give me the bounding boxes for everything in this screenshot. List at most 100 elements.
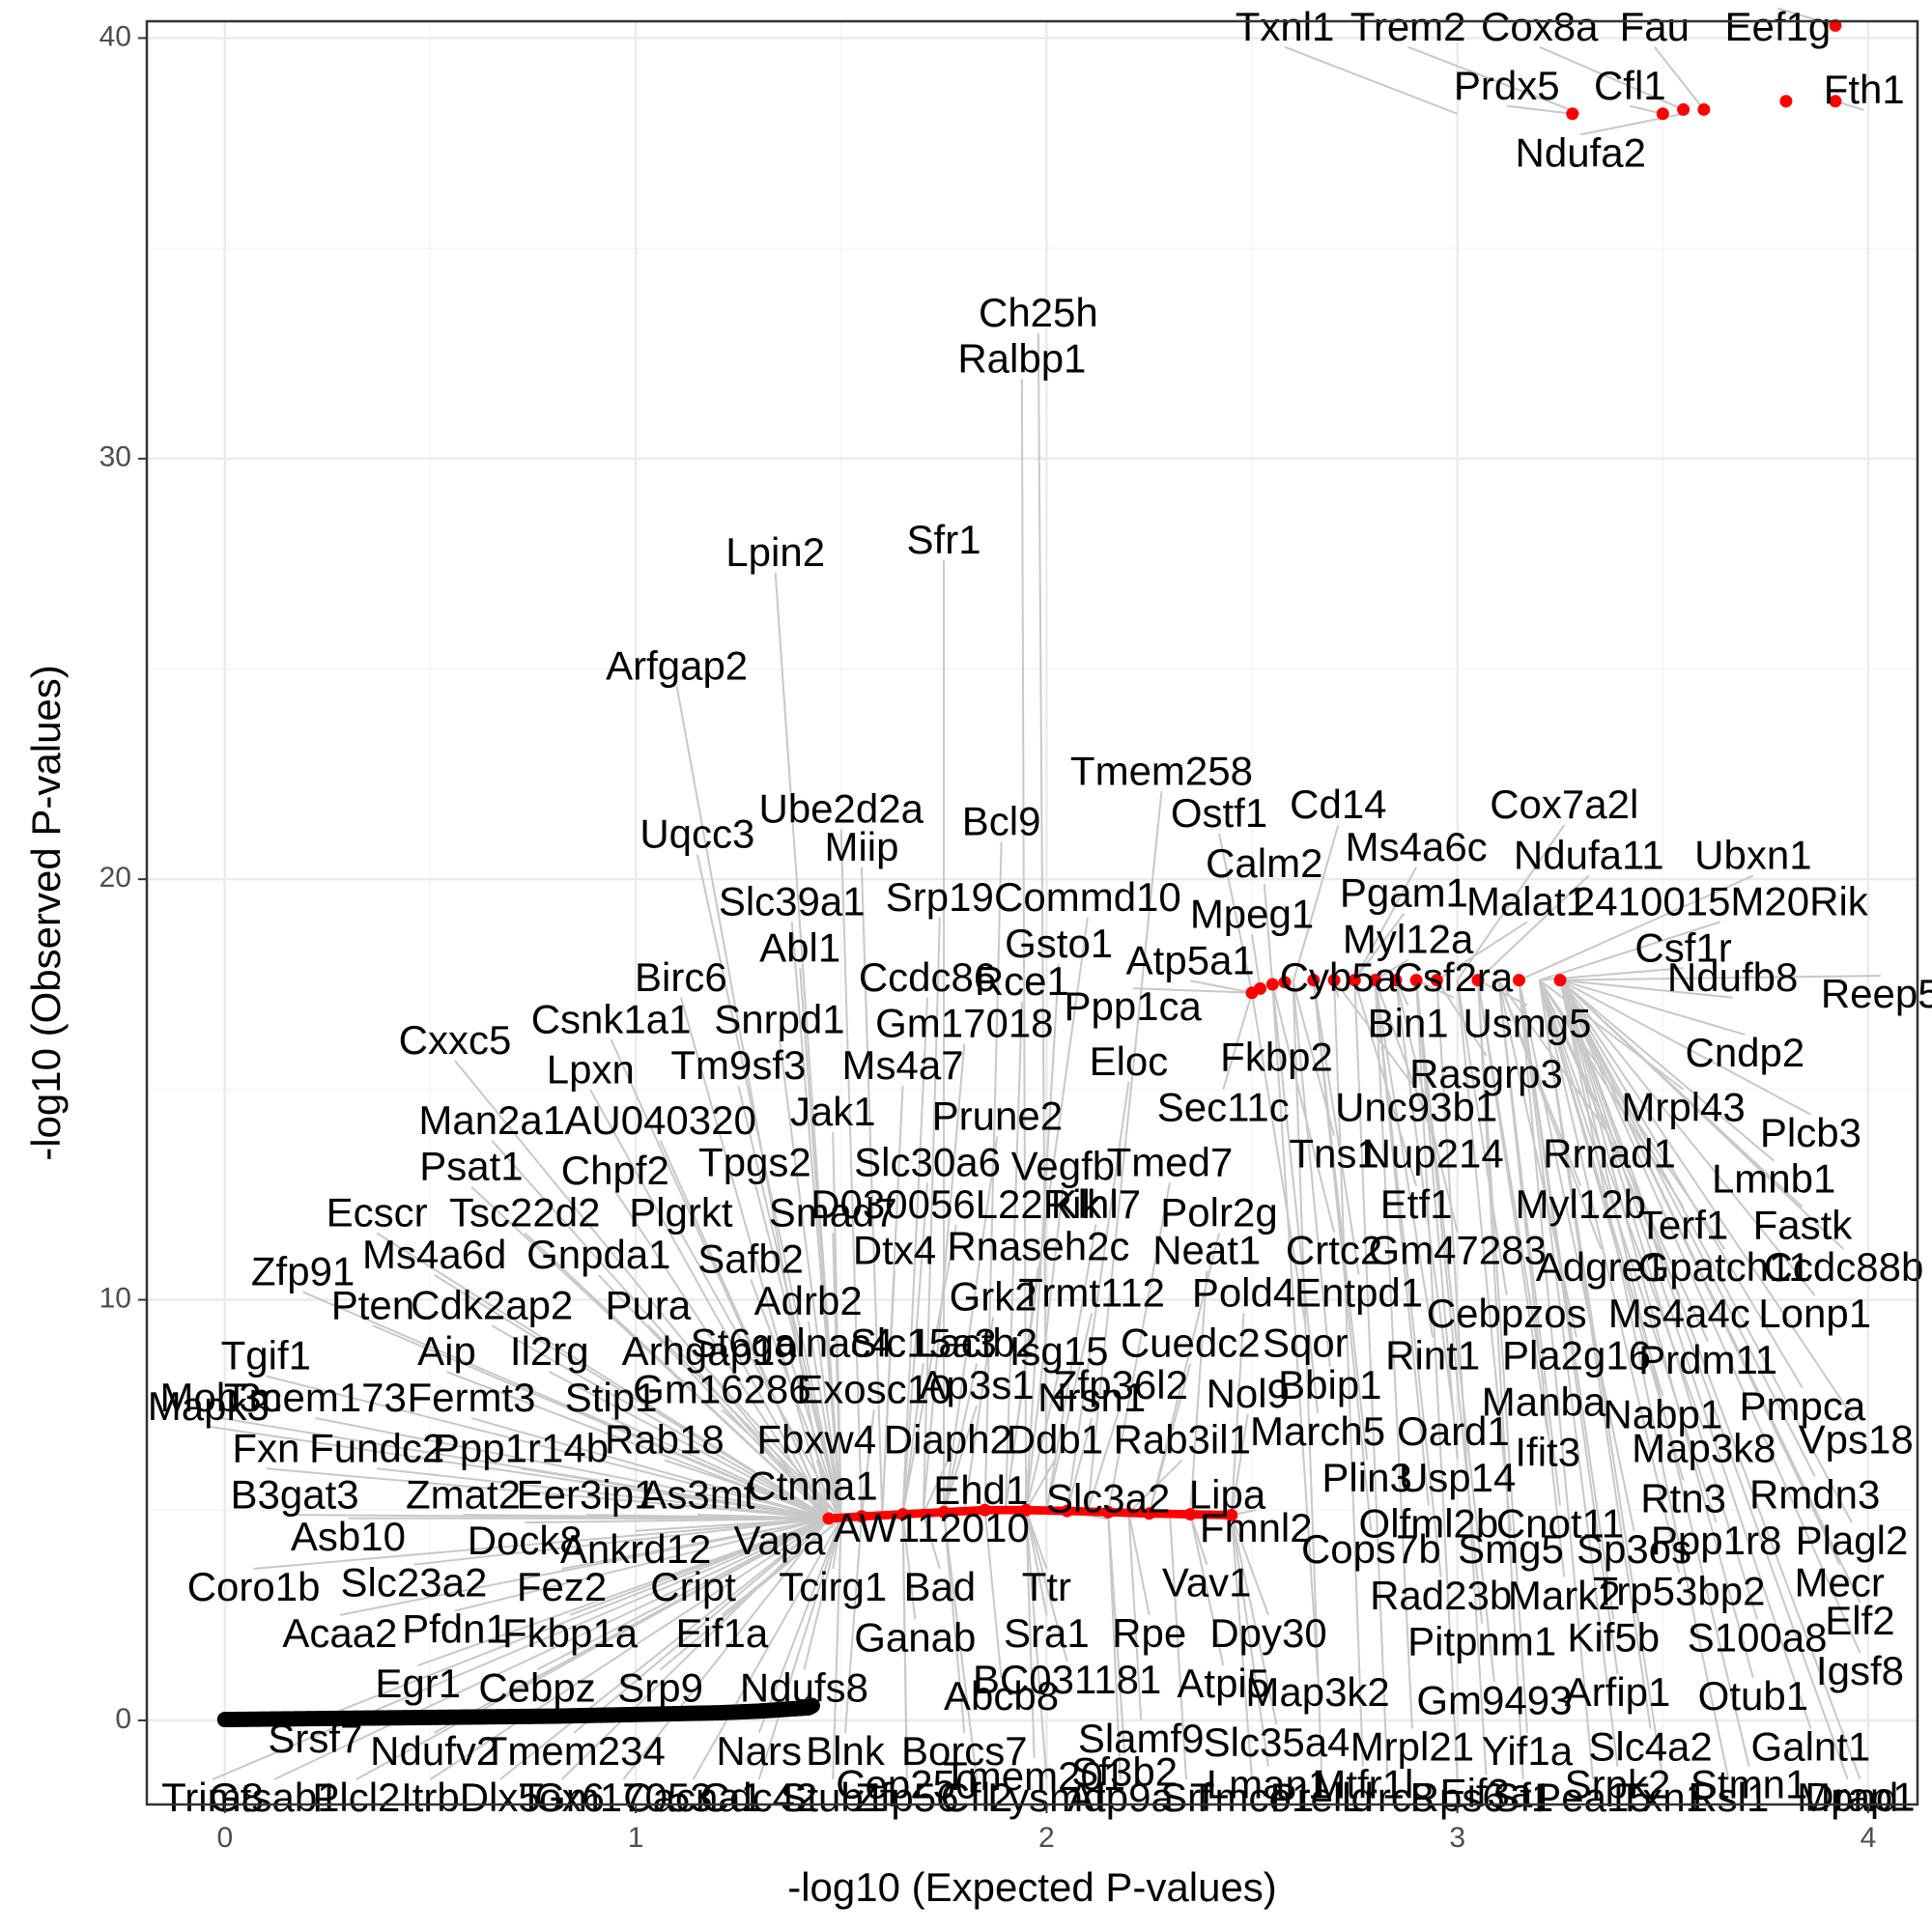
gene-label: Polr2g (1160, 1190, 1277, 1236)
gene-label: Coro1b (187, 1564, 321, 1609)
gene-label: Kif5b (1567, 1614, 1660, 1660)
gene-label: Snrpd1 (714, 996, 844, 1041)
gene-label: Vapa (733, 1518, 826, 1563)
label-connector (1263, 884, 1274, 985)
label-connector (1539, 45, 1684, 111)
label-connector (1497, 980, 1566, 1577)
label-connector (1538, 980, 1710, 1343)
label-connector (212, 1518, 830, 1780)
gene-label: Tmem201 (943, 1753, 1125, 1799)
gene-label: S100a8 (1688, 1614, 1828, 1660)
gene-label: Sra1 (1004, 1610, 1090, 1656)
gene-label: Mrpl21 (1350, 1723, 1474, 1769)
label-connector (843, 1516, 864, 1733)
label-connector (1230, 1413, 1249, 1516)
label-connector (1559, 980, 1730, 1780)
gene-label: Smg5 (1458, 1526, 1564, 1572)
gene-label: Reep5 (1821, 971, 1932, 1016)
gene-label: Bin1 (1368, 1001, 1449, 1046)
gene-label: Slc3a2 (1046, 1476, 1170, 1521)
point-significant (1430, 974, 1443, 987)
point-significant (1369, 974, 1382, 987)
gene-label: Manba (1482, 1378, 1606, 1424)
gene-label: Lman1 (1207, 1762, 1330, 1807)
gene-label: Galnt1 (1751, 1723, 1871, 1769)
gene-label: Dtx4 (853, 1228, 936, 1273)
gene-labels: Txnl1 Trem2 Cox8a Fau Eef1g Prdx5 Cfl1 Fth1 Nduf… (148, 4, 1932, 1820)
label-connector (454, 1517, 830, 1612)
point-significant (1183, 1508, 1197, 1521)
gene-label: Rnaseh2c (947, 1223, 1129, 1268)
label-connector (815, 1460, 842, 1520)
gene-label: Fundc2 (309, 1425, 444, 1470)
gene-label: Mtfr1l (1312, 1762, 1413, 1807)
point-significant (1656, 107, 1669, 121)
gene-label: Ndufa2 (1516, 129, 1646, 175)
label-connector (1251, 992, 1307, 1325)
y-tick-label: 20 (99, 862, 131, 894)
gene-label: Itrb (401, 1775, 460, 1820)
label-connector (429, 1518, 830, 1780)
point-significant (979, 1503, 992, 1517)
label-connector (1559, 980, 1858, 1423)
gene-label: Ms4a4c (1608, 1291, 1750, 1336)
label-connector (1086, 1405, 1122, 1512)
label-connector (1271, 983, 1336, 1233)
gene-label: Myl12a (1343, 917, 1474, 962)
gene-label: Gsto1 (1005, 921, 1113, 966)
gene-label: Myl12b (1516, 1181, 1646, 1227)
gene-label: Slc39a1 (719, 878, 866, 923)
gene-label: Gm16286 (633, 1366, 810, 1411)
label-connector (901, 1514, 917, 1620)
x-tick-label: 1 (628, 1822, 644, 1854)
label-connector (1230, 1313, 1245, 1516)
y-axis-ticks: 0 10 20 30 40 (99, 20, 147, 1735)
gene-label: Vav1 (1162, 1560, 1252, 1605)
label-connector (1107, 1512, 1122, 1780)
label-connector (1497, 980, 1603, 1250)
label-connector (1353, 980, 1389, 1780)
gene-label: St6galnac4 (691, 1321, 894, 1366)
gene-label: Pura (605, 1282, 691, 1327)
gene-label: Bbip1 (1278, 1362, 1381, 1407)
label-connector (1777, 7, 1836, 27)
point-significant (1265, 978, 1279, 991)
gene-label: Tmem234 (483, 1728, 666, 1774)
gene-label: Ddb1 (1007, 1417, 1103, 1463)
gene-label: Mark2 (1508, 1573, 1621, 1618)
label-connector (1190, 980, 1253, 994)
label-connector (1518, 980, 1619, 1767)
gene-label: Eif1a (676, 1610, 769, 1656)
gene-label: Pea15 (1534, 1775, 1651, 1820)
label-connector (1065, 1417, 1094, 1512)
gene-label: Gm9493 (1416, 1678, 1572, 1723)
label-connector (1559, 980, 1750, 1767)
gene-label: Ubxn1 (1694, 832, 1811, 877)
gene-label: Prdx5 (1454, 63, 1560, 108)
gene-label: Slc30a6 (854, 1139, 1001, 1184)
point-significant (1061, 1504, 1074, 1518)
gene-label: Slamf9 (1078, 1716, 1205, 1761)
gene-label: Gpatch11 (1638, 1244, 1811, 1290)
label-connector (253, 1517, 830, 1570)
gene-label: Grk2 (950, 1274, 1037, 1320)
gene-label: Tmed7 (1107, 1139, 1234, 1184)
label-connector (1476, 980, 1528, 1733)
label-connector (1230, 1515, 1269, 1616)
x-axis-ticks: 0 1 2 3 4 (216, 1804, 1876, 1854)
label-connector (1312, 980, 1373, 1531)
gene-label: Lactb2 (916, 1321, 1037, 1366)
gene-label: Cfl2 (941, 1775, 1013, 1820)
label-connector (1415, 980, 1495, 1683)
gene-label: AW112010 (834, 1505, 1030, 1550)
point-significant (1019, 1503, 1033, 1517)
gene-label: Srf (1160, 1775, 1212, 1820)
label-connector (622, 1518, 830, 1780)
gene-label: Txnl1 (1236, 4, 1335, 49)
label-connector (922, 1513, 941, 1570)
gene-label: Calm2 (1206, 840, 1322, 886)
y-tick-label: 30 (99, 441, 131, 473)
label-connector (1353, 912, 1406, 981)
x-tick-label: 3 (1449, 1822, 1465, 1854)
